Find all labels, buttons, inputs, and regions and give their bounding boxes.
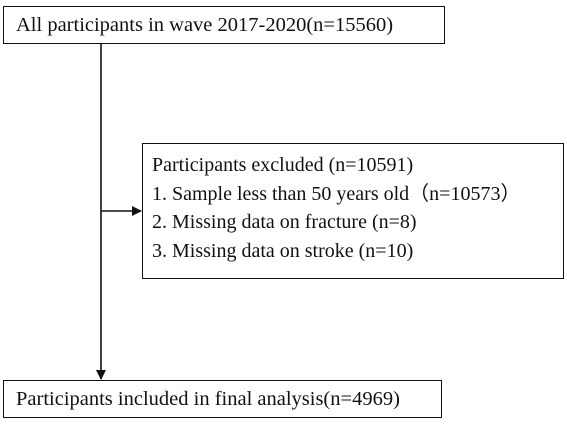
final-analysis-text: Participants included in final analysis(… [16,388,400,410]
excluded-participants-box: Participants excluded (n=10591) 1. Sampl… [142,143,564,279]
excluded-item-stroke: 3. Missing data on stroke (n=10) [152,239,414,262]
excluded-item-fracture: 2. Missing data on fracture (n=8) [152,211,417,233]
excluded-item-age: 1. Sample less than 50 years old（n=10573… [152,182,521,205]
excluded-title: Participants excluded (n=10591) [152,154,414,176]
final-analysis-box: Participants included in final analysis(… [3,380,442,418]
all-participants-text: All participants in wave 2017-2020(n=155… [16,14,394,36]
all-participants-box: All participants in wave 2017-2020(n=155… [3,6,445,44]
